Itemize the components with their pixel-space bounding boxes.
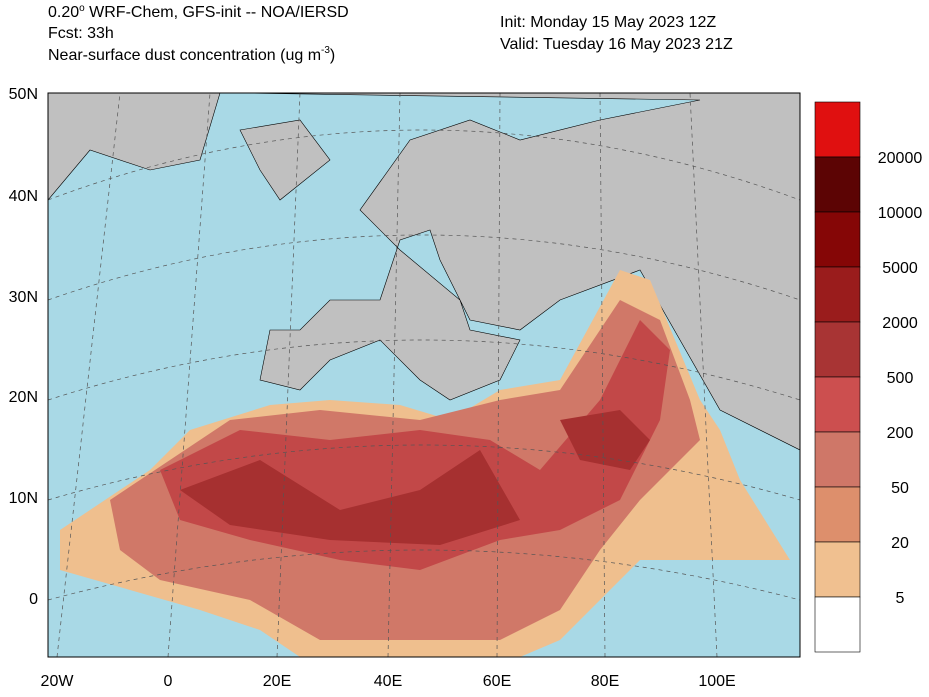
- lat-label: 50N: [9, 86, 38, 103]
- init-time: Init: Monday 15 May 2023 12Z: [500, 14, 716, 31]
- lat-label: 0: [29, 591, 38, 608]
- colorbar-swatch: [814, 101, 861, 158]
- lat-label: 30N: [9, 289, 38, 306]
- colorbar-label: 10000: [878, 205, 923, 222]
- colorbar-swatch: [814, 156, 861, 213]
- colorbar-swatch: [814, 266, 861, 323]
- colorbar-swatch: [814, 541, 861, 598]
- colorbar-swatch: [814, 211, 861, 268]
- colorbar-swatch: [814, 596, 861, 653]
- lat-label: 10N: [9, 490, 38, 507]
- lon-label: 0: [164, 673, 173, 690]
- map-frame: [47, 92, 801, 658]
- title-line-1: 0.20o WRF-Chem, GFS-init -- NOA/IERSD: [48, 3, 349, 21]
- colorbar-swatch: [814, 321, 861, 378]
- lon-label: 60E: [483, 673, 511, 690]
- colorbar-label: 5: [896, 590, 905, 607]
- lon-label: 20W: [41, 673, 75, 690]
- lat-label: 20N: [9, 389, 38, 406]
- colorbar-label: 20000: [878, 150, 923, 167]
- lat-label: 40N: [9, 188, 38, 205]
- map: [48, 93, 800, 657]
- valid-time: Valid: Tuesday 16 May 2023 21Z: [500, 36, 733, 53]
- lon-label: 40E: [374, 673, 402, 690]
- forecast-hour: Fcst: 33h: [48, 25, 114, 42]
- lon-label: 20E: [263, 673, 291, 690]
- colorbar-label: 50: [891, 480, 909, 497]
- lon-label: 100E: [698, 673, 735, 690]
- title-line-3: Near-surface dust concentration (ug m-3): [48, 45, 335, 64]
- colorbar-swatch: [814, 431, 861, 488]
- colorbar-swatch: [814, 486, 861, 543]
- colorbar-swatch: [814, 376, 861, 433]
- colorbar-label: 200: [887, 425, 914, 442]
- lon-label: 80E: [591, 673, 619, 690]
- colorbar-label: 2000: [882, 315, 918, 332]
- colorbar-label: 20: [891, 535, 909, 552]
- colorbar-label: 5000: [882, 260, 918, 277]
- colorbar-label: 500: [887, 370, 914, 387]
